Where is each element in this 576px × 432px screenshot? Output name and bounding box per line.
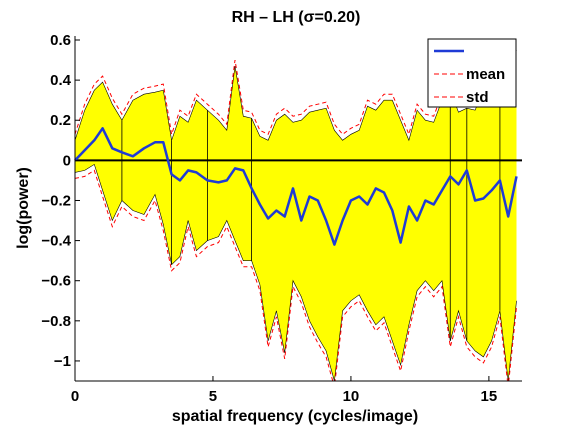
- legend: mean std: [427, 38, 517, 108]
- y-tick-label-4: −0.2: [41, 192, 71, 209]
- y-tick-label-1: 0.4: [50, 72, 72, 89]
- x-tick-label-0: 0: [71, 388, 79, 405]
- plot-area: 0.6 0.4 0.2 0 −0.2 −0.4 −0.6 −0.8 −1 0 5 10 15: [41, 32, 522, 405]
- std-band: [75, 50, 517, 381]
- chart-title: RH – LH (σ=0.20): [232, 9, 361, 26]
- x-tick-label-1: 5: [209, 388, 217, 405]
- legend-label-2: mean: [466, 66, 505, 83]
- y-axis-label: log(power): [15, 167, 32, 249]
- legend-label-3: std: [466, 89, 489, 106]
- band-lower-edge: [75, 163, 517, 381]
- y-tick-label-0: 0.6: [50, 32, 71, 49]
- x-tick-label-2: 10: [343, 388, 360, 405]
- y-tick-label-6: −0.6: [41, 273, 71, 290]
- y-tick-label-8: −1: [54, 353, 71, 370]
- y-tick-label-5: −0.4: [41, 233, 71, 250]
- y-tick-label-2: 0.2: [50, 112, 71, 129]
- mean-line: [74, 127, 518, 246]
- std-lower-line: [75, 169, 517, 381]
- x-tick-label-3: 15: [481, 388, 498, 405]
- std-upper-line: [75, 43, 517, 136]
- x-axis-label: spatial frequency (cycles/image): [172, 408, 418, 425]
- y-tick-label-7: −0.8: [41, 313, 71, 330]
- y-tick-label-3: 0: [63, 152, 71, 169]
